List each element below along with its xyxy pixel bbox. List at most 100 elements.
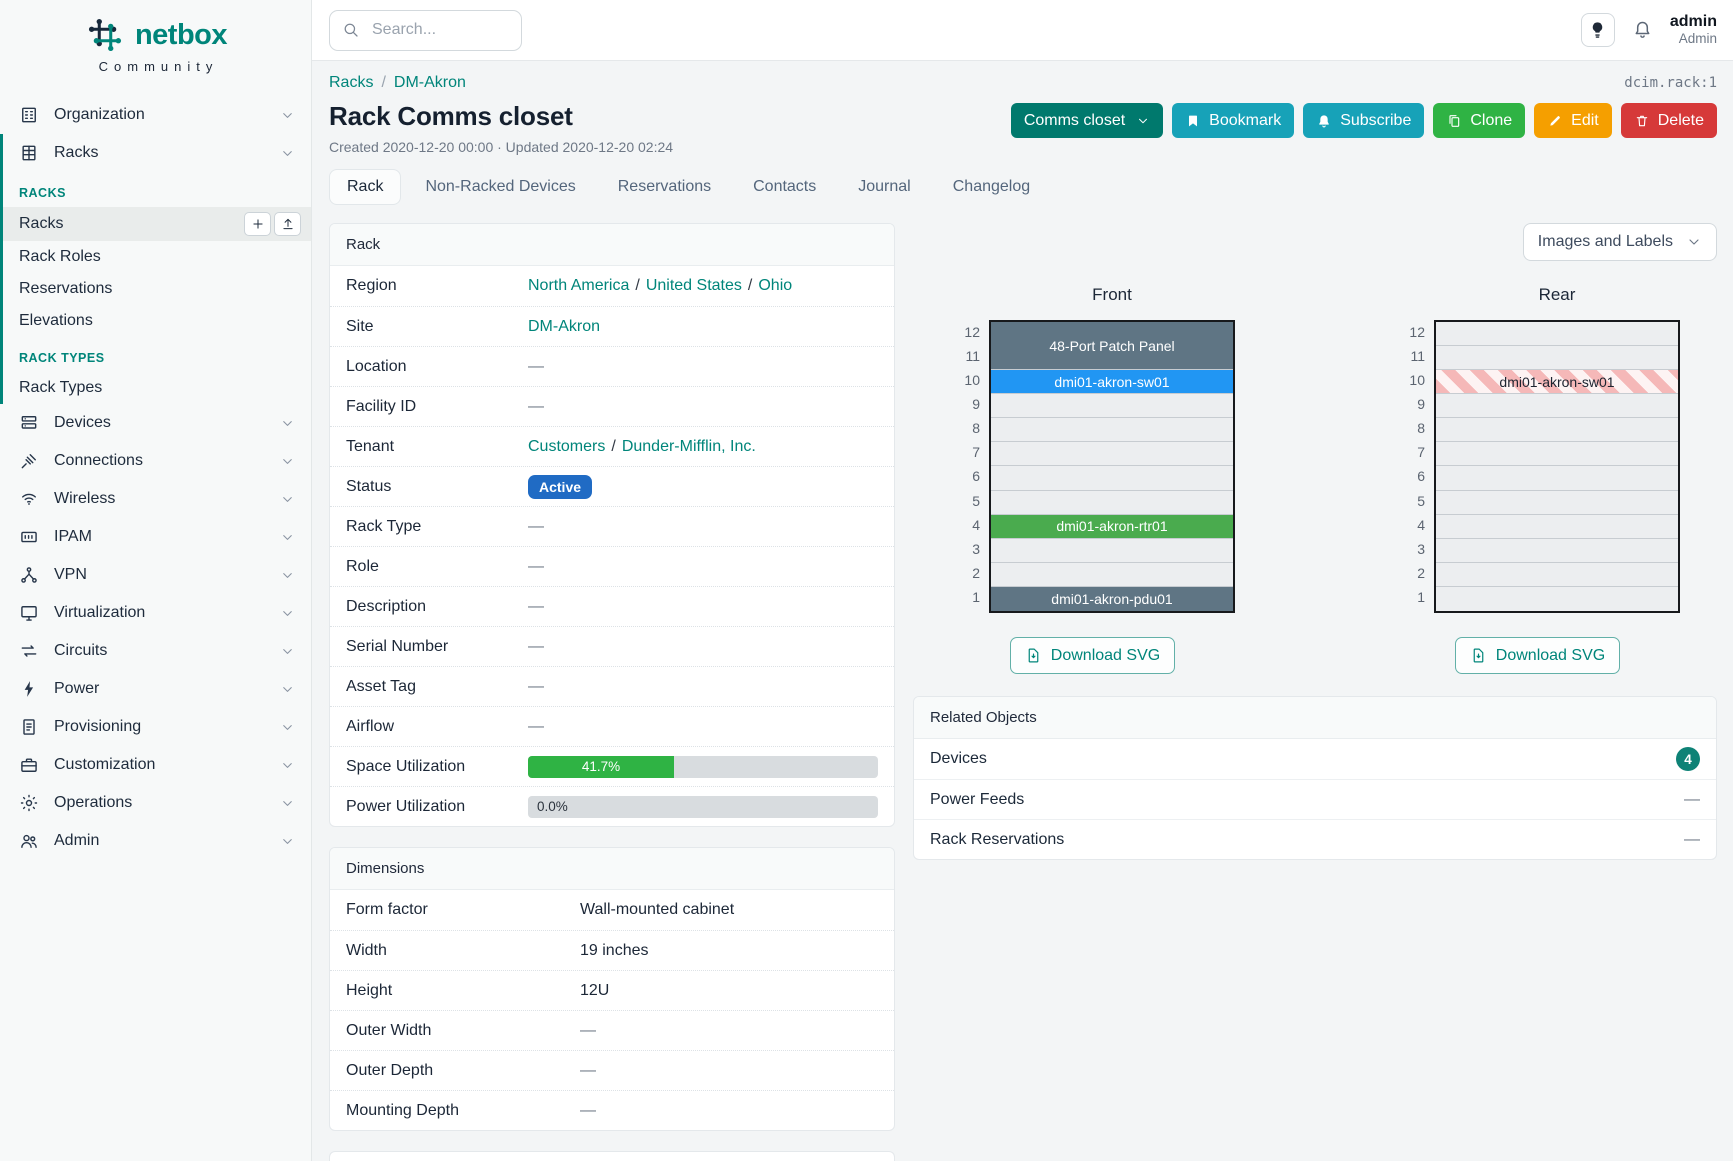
import-racks-button[interactable] — [274, 212, 301, 236]
rack-slot-empty — [1436, 586, 1678, 611]
sidebar-item-racks[interactable]: Racks — [3, 134, 311, 172]
left-column: Rack Region North America / United States / O… — [329, 223, 895, 1161]
sidebar-item-wireless[interactable]: Wireless — [0, 480, 311, 518]
breadcrumb-row: Racks / DM-Akron dcim.rack:1 — [329, 74, 1717, 92]
download-row: Download SVG — [1395, 637, 1680, 674]
rack-slot-empty — [991, 418, 1233, 443]
sidebar-item-customization[interactable]: Customization — [0, 746, 311, 784]
devices-icon — [19, 413, 39, 433]
unit-number: 12 — [964, 324, 980, 340]
rack-device[interactable]: dmi01-akron-sw01 — [991, 370, 1233, 395]
sidebar-item-rack-types[interactable]: Rack Types — [3, 372, 311, 404]
notifications-bell-icon[interactable] — [1632, 19, 1653, 40]
sidebar-item-power[interactable]: Power — [0, 670, 311, 708]
sidebar-item-connections[interactable]: Connections — [0, 442, 311, 480]
empty-value: — — [528, 517, 544, 535]
value-link[interactable]: United States — [645, 277, 742, 294]
sidebar-item-organization[interactable]: Organization — [0, 96, 311, 134]
user-menu[interactable]: admin Admin — [1670, 13, 1717, 48]
rack-device[interactable]: dmi01-akron-rtr01 — [991, 514, 1233, 539]
info-value: 12U — [580, 982, 878, 1000]
view-selector-label: Images and Labels — [1537, 233, 1673, 250]
info-label: Airflow — [346, 717, 395, 735]
chevron-down-icon — [280, 720, 295, 735]
delete-button[interactable]: Delete — [1620, 103, 1717, 138]
rack-device[interactable]: 48-Port Patch Panel — [991, 322, 1233, 371]
brand-name: netbox — [134, 18, 228, 51]
chevron-down-icon — [280, 834, 295, 849]
related-row-devices[interactable]: Devices 4 — [914, 739, 1716, 779]
sidebar-item-operations[interactable]: Operations — [0, 784, 311, 822]
sidebar-item-racks[interactable]: Racks — [3, 207, 311, 241]
rack-slot-empty — [991, 442, 1233, 467]
sidebar-item-circuits[interactable]: Circuits — [0, 632, 311, 670]
info-label: Outer Depth — [346, 1061, 434, 1079]
brand[interactable]: netbox Community — [0, 0, 311, 74]
sidebar-item-rack-roles[interactable]: Rack Roles — [3, 241, 311, 273]
bookmark-button[interactable]: Bookmark — [1172, 103, 1295, 138]
delete-button-label: Delete — [1657, 111, 1704, 129]
empty-value: — — [528, 717, 544, 735]
rack-device[interactable]: dmi01-akron-pdu01 — [991, 586, 1233, 611]
related-value: — — [1684, 791, 1700, 809]
download-svg-button[interactable]: Download SVG — [1454, 637, 1621, 674]
info-row-role: Role — — [330, 546, 894, 586]
info-label: Power Utilization — [346, 797, 466, 815]
sidebar-item-admin[interactable]: Admin — [0, 822, 311, 860]
elevation-front: Front 12 11 10 9 8 7 6 5 4 3 2 1 48-Port Patch Panel d… — [950, 285, 1235, 674]
empty-value: — — [528, 397, 544, 415]
value-link[interactable]: North America — [528, 277, 630, 294]
chevron-down-icon — [280, 644, 295, 659]
tab-non-racked-devices[interactable]: Non-Racked Devices — [425, 178, 576, 195]
breadcrumb-link[interactable]: DM-Akron — [393, 74, 466, 91]
sidebar-item-provisioning[interactable]: Provisioning — [0, 708, 311, 746]
sidebar-item-devices[interactable]: Devices — [0, 404, 311, 442]
tab-contacts[interactable]: Contacts — [753, 178, 817, 195]
chevron-down-icon — [280, 492, 295, 507]
value-link[interactable]: DM-Akron — [528, 317, 601, 335]
sidebar-item-reservations[interactable]: Reservations — [3, 273, 311, 305]
tab-journal[interactable]: Journal — [858, 178, 911, 195]
tab-changelog[interactable]: Changelog — [952, 178, 1031, 195]
info-label: Facility ID — [346, 397, 417, 415]
sidebar-item-virtualization[interactable]: Virtualization — [0, 594, 311, 632]
related-row-rack-reservations[interactable]: Rack Reservations — — [914, 819, 1716, 859]
tab-reservations[interactable]: Reservations — [617, 178, 712, 195]
link-separator: / — [611, 437, 616, 455]
chevron-down-icon — [280, 108, 295, 123]
empty-value: — — [528, 677, 544, 695]
subscribe-button[interactable]: Subscribe — [1303, 103, 1425, 138]
edit-button[interactable]: Edit — [1534, 103, 1612, 138]
value-text: Wall-mounted cabinet — [580, 901, 735, 918]
breadcrumb-link[interactable]: Racks — [329, 74, 374, 91]
search-input[interactable] — [370, 20, 509, 40]
config-button[interactable]: Comms closet — [1010, 103, 1164, 138]
search-box[interactable] — [329, 9, 522, 51]
unit-number: 9 — [1417, 396, 1425, 413]
sidebar-item-label: Reservations — [19, 280, 113, 297]
value-link[interactable]: Ohio — [758, 277, 793, 294]
sidebar-item-elevations[interactable]: Elevations — [3, 305, 311, 337]
download-svg-label: Download SVG — [1050, 646, 1161, 664]
download-svg-button[interactable]: Download SVG — [1009, 637, 1176, 674]
plus-icon — [251, 217, 265, 231]
related-row-power-feeds[interactable]: Power Feeds — — [914, 779, 1716, 819]
value-link[interactable]: Dunder-Mifflin, Inc. — [621, 437, 756, 455]
empty-value: — — [580, 1061, 596, 1079]
sidebar-item-label: Admin — [54, 832, 100, 849]
info-value: — — [580, 1102, 878, 1120]
tab-rack[interactable]: Rack — [329, 169, 402, 205]
clone-button[interactable]: Clone — [1433, 103, 1526, 138]
sidebar-item-ipam[interactable]: IPAM — [0, 518, 311, 556]
topbar: admin Admin — [312, 0, 1733, 61]
unit-number: 5 — [972, 492, 980, 509]
info-label: Tenant — [346, 437, 395, 455]
add-rack-button[interactable] — [244, 212, 271, 236]
value-link[interactable]: Customers — [528, 437, 606, 455]
unit-number: 10 — [964, 372, 980, 389]
rack-device[interactable]: dmi01-akron-sw01 — [1436, 370, 1678, 395]
file-download-icon — [1470, 647, 1487, 664]
sidebar-item-vpn[interactable]: VPN — [0, 556, 311, 594]
theme-toggle-button[interactable] — [1580, 12, 1615, 47]
elevation-view-selector[interactable]: Images and Labels — [1522, 223, 1717, 261]
